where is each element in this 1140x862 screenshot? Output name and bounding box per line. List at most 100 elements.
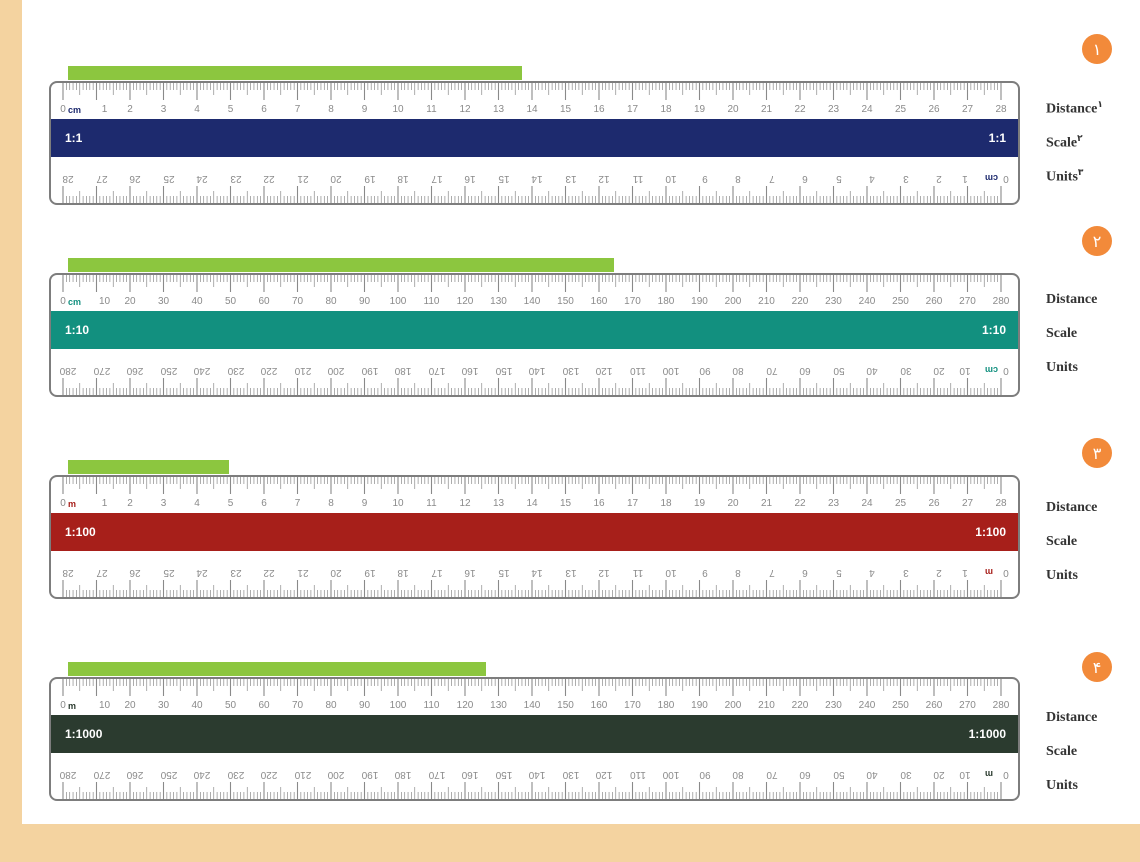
- tick-label: 6: [261, 104, 267, 115]
- bottom-numbers-3: 0 m 1 2 3 4 5 6 7 8 9 10 11 12 13 14 15 16 17 18 19 20 21 22 23 2…: [51, 565, 1018, 579]
- tick-label: 170: [428, 769, 445, 780]
- tick-label: 4: [194, 498, 200, 509]
- tick-label: 10: [665, 173, 677, 184]
- tick-label: 24: [861, 104, 873, 115]
- tick-label: 12: [459, 498, 471, 509]
- tick-label: 23: [827, 104, 840, 115]
- tick-label: 210: [294, 769, 311, 780]
- tick-label: 50: [832, 365, 845, 376]
- tick-label: 90: [698, 769, 711, 780]
- bottom-numbers-1: 0 cm 1 2 3 4 5 6 7 8 9 10 11 12 13 14 15 16 17 18 19 20 21 22 23…: [51, 171, 1018, 185]
- unit-label: cm: [68, 105, 82, 115]
- scale-band-1: 1:1 1:1: [51, 119, 1018, 157]
- tick-label: 200: [724, 700, 742, 711]
- tick-label: 140: [528, 365, 546, 376]
- tick-label: 120: [595, 365, 613, 376]
- tick-label: 10: [958, 365, 971, 376]
- ruler-4: 0 m 10 20 30 40 50 60 70 80 90 100 110 120 130 140 150 16…: [49, 677, 1020, 801]
- tick-label: 120: [456, 296, 474, 307]
- tick-label: 7: [294, 104, 301, 115]
- tick-label: 2: [127, 498, 133, 509]
- ruler-row-4: 0 m 10 20 30 40 50 60 70 80 90 100 110 120 130 140 150 16…: [22, 652, 1140, 862]
- tick-label: 230: [825, 296, 842, 307]
- tick-label: 60: [258, 296, 270, 307]
- ruler-row-3: 0 m 1 2 3 4 5 6 7 8 9 10 11 12 13 14 15 16 17 18 19 20 21 22 23 2…: [22, 438, 1140, 660]
- tick-label: 130: [562, 365, 579, 376]
- tick-label: 1: [961, 567, 968, 578]
- tick-label: 190: [691, 296, 708, 307]
- tick-label: 190: [691, 700, 708, 711]
- scale-label-left-2: 1:10: [65, 323, 90, 337]
- tick-label: 5: [835, 173, 842, 184]
- top-numbers-1: 0 cm 1 2 3 4 5 6 7 8 9 10 11 12 13 14 15 16 17 18 19 20 21 22 23…: [51, 103, 1018, 117]
- tick-label: 23: [229, 567, 242, 578]
- section-marker-4: ۴: [1082, 652, 1112, 682]
- tick-label: 11: [426, 498, 437, 509]
- unit-label: m: [68, 499, 77, 509]
- tick-label: 10: [665, 567, 677, 578]
- tick-label: 70: [765, 365, 778, 376]
- tick-label: 160: [590, 296, 608, 307]
- tick-label: 17: [626, 498, 639, 509]
- bottom-ticks-1: [62, 186, 1002, 203]
- bottom-ticks-4: [62, 782, 1002, 799]
- tick-label: 16: [464, 173, 476, 184]
- tick-label: 80: [325, 296, 337, 307]
- tick-label: 23: [229, 173, 242, 184]
- unit-label: m: [68, 701, 77, 711]
- tick-label: 15: [559, 498, 572, 509]
- tick-label: 25: [162, 173, 175, 184]
- tick-label: 280: [59, 769, 77, 780]
- tick-label: 28: [62, 567, 74, 578]
- tick-label: 190: [361, 365, 378, 376]
- tick-label: 0: [60, 700, 66, 711]
- tick-label: 200: [327, 365, 345, 376]
- tick-label: 280: [992, 296, 1010, 307]
- tick-label: 18: [660, 498, 672, 509]
- bottom-numbers-2: 0 cm 10 20 30 40 50 60 70 80 90 100 110 120 130 140 150 1…: [51, 363, 1018, 377]
- ruler-row-1: 0 cm 1 2 3 4 5 6 7 8 9 10 11 12 13 14 15 16 17 18 19 20 21 22 23…: [22, 34, 1140, 266]
- tick-label: 1: [101, 104, 108, 115]
- tick-label: 7: [768, 567, 775, 578]
- tick-label: 210: [758, 296, 775, 307]
- tick-label: 23: [827, 498, 840, 509]
- legend-distance-sup: ۱: [1097, 100, 1103, 110]
- tick-label: 0: [1003, 365, 1009, 376]
- scale-band-4: 1:1000 1:1000: [51, 715, 1018, 753]
- tick-label: 13: [492, 104, 505, 115]
- tick-label: 3: [902, 173, 909, 184]
- legend-distance-2: Distance: [1046, 292, 1098, 307]
- ruler-panel: 0 cm 1 2 3 4 5 6 7 8 9 10 11 12 13 14 15 16 17 18 19 20 21 22 23…: [22, 0, 1140, 824]
- tick-label: 15: [559, 104, 572, 115]
- tick-label: 250: [892, 296, 909, 307]
- tick-label: 25: [162, 567, 175, 578]
- tick-label: 17: [430, 567, 443, 578]
- tick-label: 8: [735, 173, 741, 184]
- tick-label: 150: [495, 365, 512, 376]
- tick-label: 6: [802, 567, 808, 578]
- tick-label: 40: [866, 365, 878, 376]
- tick-label: 24: [196, 567, 208, 578]
- legend-scale-1: Scale۲: [1046, 134, 1083, 151]
- tick-label: 18: [397, 567, 409, 578]
- tick-label: 160: [461, 365, 479, 376]
- tick-label: 1: [961, 173, 968, 184]
- tick-label: 220: [260, 769, 278, 780]
- tick-label: 14: [526, 498, 538, 509]
- tick-label: 30: [899, 365, 912, 376]
- tick-label: 14: [526, 104, 538, 115]
- legend-scale-4: Scale: [1046, 744, 1078, 759]
- tick-label: 90: [358, 700, 371, 711]
- tick-label: 100: [662, 365, 680, 376]
- tick-label: 110: [629, 769, 646, 780]
- tick-label: 110: [423, 296, 440, 307]
- tick-label: 140: [523, 296, 541, 307]
- tick-label: 27: [961, 498, 974, 509]
- tick-label: 200: [724, 296, 742, 307]
- tick-label: 26: [928, 498, 940, 509]
- tick-label: 9: [361, 498, 368, 509]
- tick-label: 8: [328, 104, 334, 115]
- scale-label-right-4: 1:1000: [968, 727, 1006, 741]
- tick-label: 20: [727, 498, 739, 509]
- tick-label: 16: [593, 498, 605, 509]
